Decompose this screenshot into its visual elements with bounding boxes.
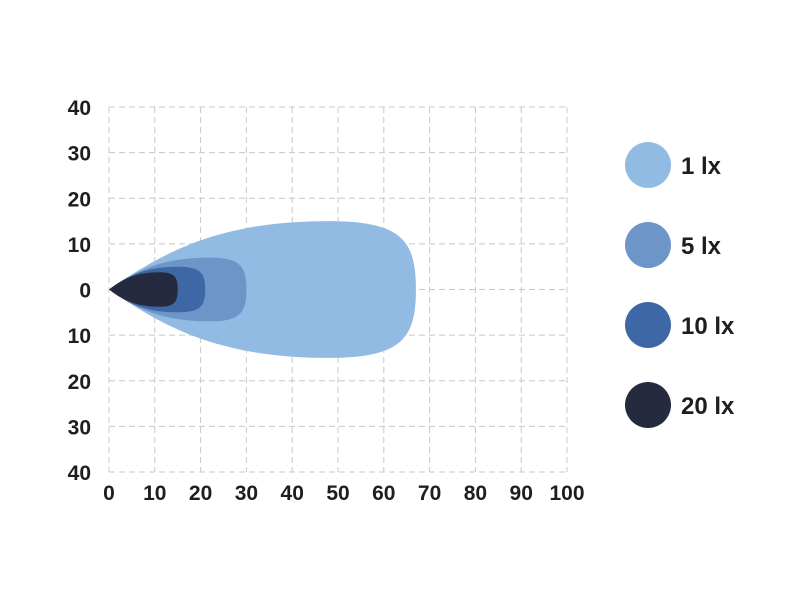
x-tick-label: 50 [326, 482, 349, 505]
beam-area-20-lx [109, 272, 178, 307]
x-tick-label: 90 [510, 482, 533, 505]
x-tick-label: 0 [103, 482, 115, 505]
y-tick-label: 40 [68, 462, 91, 485]
y-tick-label: 30 [68, 143, 91, 166]
legend-label: 20 lx [681, 393, 735, 420]
x-tick-label: 40 [281, 482, 304, 505]
beam-area-1-lx [109, 221, 416, 358]
legend-swatch [625, 302, 671, 348]
y-tick-label: 10 [68, 325, 91, 348]
x-tick-label: 80 [464, 482, 487, 505]
x-tick-label: 30 [235, 482, 258, 505]
y-tick-label: 10 [68, 234, 91, 257]
legend-swatch [625, 382, 671, 428]
y-tick-label: 20 [68, 371, 91, 394]
y-tick-label: 40 [68, 97, 91, 120]
legend-swatch [625, 142, 671, 188]
legend-swatch [625, 222, 671, 268]
y-tick-label: 30 [68, 416, 91, 439]
y-tick-label: 20 [68, 188, 91, 211]
x-tick-label: 100 [549, 482, 584, 505]
legend-label: 10 lx [681, 313, 735, 340]
x-tick-label: 10 [143, 482, 166, 505]
legend-label: 1 lx [681, 153, 722, 180]
x-tick-label: 20 [189, 482, 212, 505]
x-tick-label: 60 [372, 482, 395, 505]
legend-label: 5 lx [681, 233, 722, 260]
y-tick-label: 0 [79, 280, 91, 303]
x-tick-label: 70 [418, 482, 441, 505]
